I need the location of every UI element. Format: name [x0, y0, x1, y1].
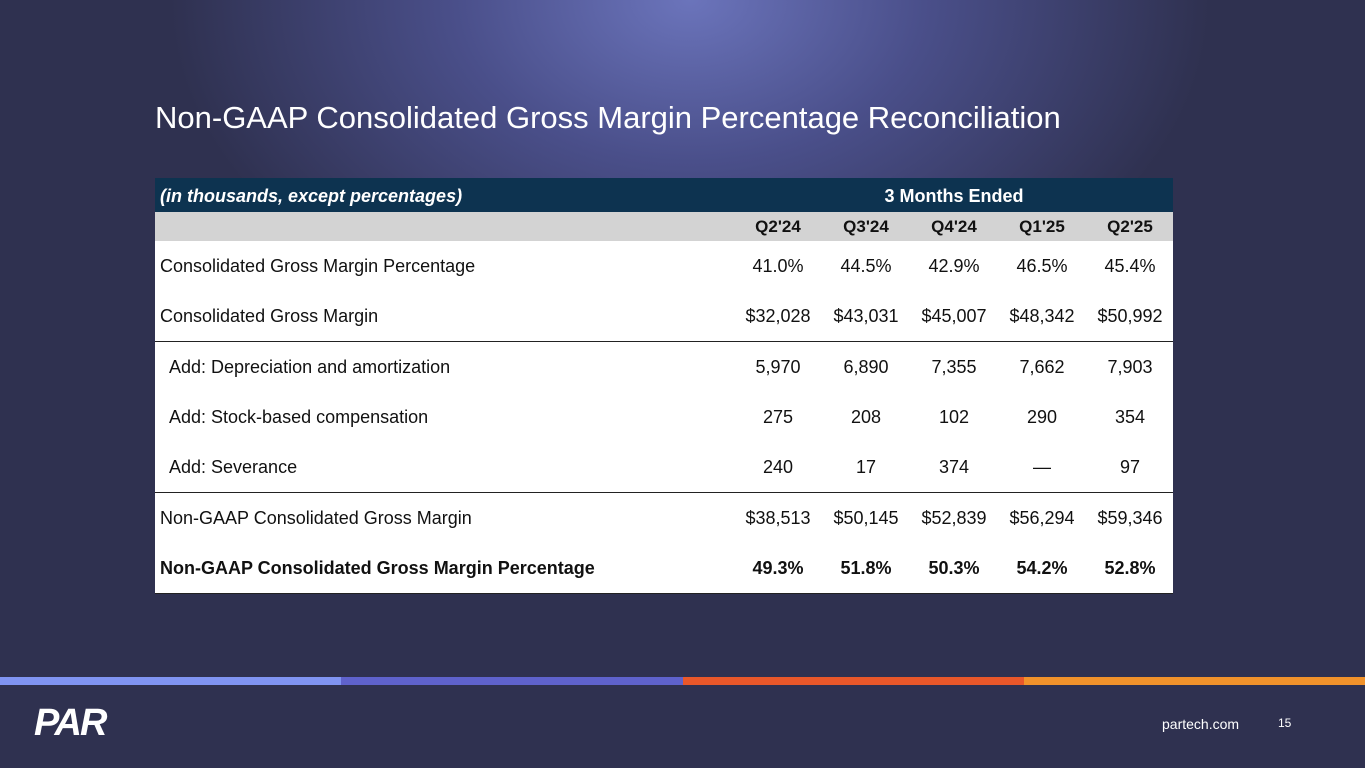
column-header: Q1'25	[1019, 216, 1065, 236]
table-body: Consolidated Gross Margin Percentage 41.0…	[155, 241, 1173, 594]
cell: 46.5%	[1016, 255, 1068, 276]
cell: $43,031	[833, 305, 899, 326]
cell: $50,145	[833, 507, 899, 528]
row-label: Non-GAAP Consolidated Gross Margin Perce…	[160, 557, 595, 578]
row-label: Add: Severance	[169, 456, 298, 477]
cell: 7,355	[931, 356, 977, 377]
cell: 7,662	[1019, 356, 1065, 377]
table-row: Add: Stock-based compensation 275 208 102 29…	[155, 392, 1173, 442]
table-row: Consolidated Gross Margin $32,028 $43,031 $…	[155, 291, 1173, 342]
logo: PAR	[34, 702, 107, 744]
footer-bar	[341, 677, 683, 685]
column-header: Q4'24	[931, 216, 977, 236]
cell: 275	[762, 406, 794, 427]
cell: 240	[762, 456, 794, 477]
cell: $52,839	[921, 507, 987, 528]
cell: 54.2%	[1016, 557, 1068, 578]
column-header: Q3'24	[843, 216, 889, 236]
column-header-row: Q2'24 Q3'24 Q4'24 Q1'25 Q2'25	[155, 212, 1173, 241]
table-row: Add: Depreciation and amortization 5,970 6…	[155, 342, 1173, 392]
cell: 7,903	[1107, 356, 1153, 377]
row-label: Consolidated Gross Margin Percentage	[160, 255, 476, 276]
cell: 6,890	[843, 356, 889, 377]
cell: $56,294	[1009, 507, 1075, 528]
column-header: Q2'25	[1107, 216, 1153, 236]
table-row: Non-GAAP Consolidated Gross Margin $38,51…	[155, 493, 1173, 543]
cell: 51.8%	[840, 557, 892, 578]
cell: $59,346	[1097, 507, 1163, 528]
cell: 102	[938, 406, 970, 427]
footer-bar	[682, 677, 1024, 685]
cell: 17	[855, 456, 877, 477]
cell: $38,513	[745, 507, 811, 528]
table-row: Add: Severance 240 17 374 — 97	[155, 442, 1173, 493]
cell: 45.4%	[1104, 255, 1156, 276]
cell: $32,028	[745, 305, 811, 326]
cell: 290	[1026, 406, 1058, 427]
site-url: partech.com	[1162, 716, 1240, 732]
header-row: (in thousands, except percentages) 3 Mon…	[155, 178, 1173, 212]
cell: 5,970	[755, 356, 801, 377]
table-row: Consolidated Gross Margin Percentage 41.0…	[155, 241, 1173, 291]
table-row: Non-GAAP Consolidated Gross Margin Perce…	[155, 543, 1173, 594]
cell: 52.8%	[1104, 557, 1156, 578]
cell: 42.9%	[928, 255, 980, 276]
period: 3 Months Ended	[884, 186, 1024, 206]
footer-bar	[0, 677, 342, 685]
cell: 97	[1119, 456, 1141, 477]
cell: 41.0%	[752, 255, 804, 276]
cell: 374	[938, 456, 970, 477]
row-label: Consolidated Gross Margin	[160, 305, 379, 326]
footer-bar	[1023, 677, 1365, 685]
cell: 49.3%	[752, 557, 804, 578]
cell: $48,342	[1009, 305, 1075, 326]
cell: 354	[1114, 406, 1146, 427]
column-header: Q2'24	[755, 216, 801, 236]
caption: (in thousands, except percentages)	[160, 186, 463, 206]
page-number: 15	[1278, 716, 1292, 730]
table: (in thousands, except percentages) 3 Mon…	[155, 178, 1173, 594]
row-label: Add: Stock-based compensation	[169, 406, 429, 427]
cell: $45,007	[921, 305, 987, 326]
row-label: Non-GAAP Consolidated Gross Margin	[160, 507, 472, 528]
slide-title: Non-GAAP Consolidated Gross Margin Perce…	[155, 100, 1061, 135]
cell: $50,992	[1097, 305, 1163, 326]
cell: 208	[850, 406, 882, 427]
row-label: Add: Depreciation and amortization	[169, 356, 451, 377]
cell: 44.5%	[840, 255, 892, 276]
cell: 50.3%	[928, 557, 980, 578]
cell: —	[1033, 456, 1051, 477]
